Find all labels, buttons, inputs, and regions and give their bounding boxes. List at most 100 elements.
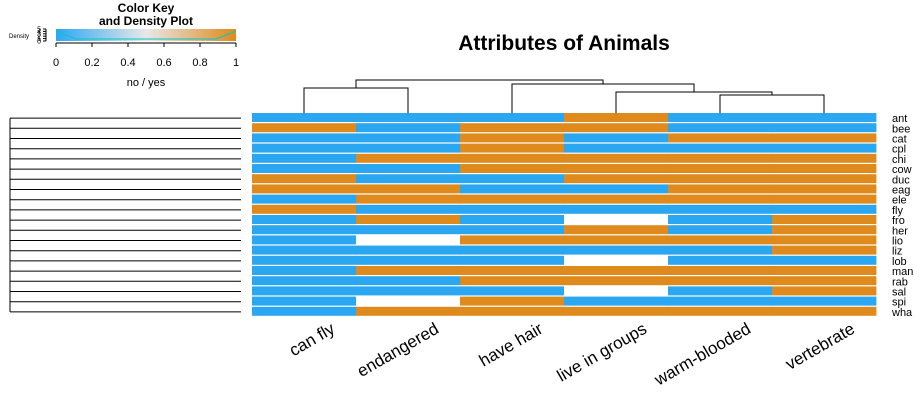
- row-label-cat: cat: [892, 134, 907, 146]
- heatmap-cell-duc-2: [356, 174, 461, 184]
- heatmap-cell-fro-5: [668, 215, 773, 224]
- heatmap-cell-lio-2: [356, 235, 461, 245]
- column-label-2: endangered: [354, 319, 442, 381]
- heatmap-cell-liz-5: [668, 245, 773, 255]
- heatmap-cell-spi-1: [252, 296, 357, 306]
- heatmap-cell-eag-6: [772, 184, 877, 194]
- heatmap-cell-cow-3: [460, 164, 565, 173]
- row-label-lio: lio: [892, 236, 903, 248]
- heatmap-cell-rab-4: [564, 276, 669, 286]
- color-key-tick-label-0: 0: [53, 57, 59, 69]
- color-key-tick-label-4: 0.8: [192, 57, 207, 69]
- density-tick-label-4: 1: [37, 36, 41, 43]
- heatmap-cell-lio-4: [564, 235, 669, 245]
- color-key-bar: [56, 29, 236, 41]
- heatmap-cell-fro-6: [772, 215, 877, 224]
- row-label-fro: fro: [892, 215, 905, 227]
- heatmap-cell-lob-6: [772, 255, 877, 265]
- column-dendrogram-branch-2: [719, 94, 825, 113]
- heatmap-cell-her-1: [252, 225, 357, 235]
- density-tick-label-0: 5: [37, 27, 41, 34]
- color-key-tick-label-5: 1: [233, 57, 239, 69]
- row-label-her: her: [892, 225, 908, 237]
- heatmap-cell-cpl-4: [564, 143, 669, 153]
- heatmap-cell-fly-3: [460, 204, 565, 214]
- heatmap-cell-sal-3: [460, 286, 565, 296]
- color-key-subtitle: and Density Plot: [99, 14, 193, 28]
- heatmap-cell-bee-6: [772, 123, 877, 133]
- heatmap-cell-duc-4: [564, 174, 669, 184]
- heatmap-cell-lio-1: [252, 235, 357, 245]
- heatmap-cell-sal-1: [252, 286, 357, 296]
- column-dendrogram-branch-1: [303, 87, 409, 113]
- column-dendrogram-branch-5: [355, 79, 604, 88]
- heatmap-cell-man-4: [564, 266, 669, 275]
- heatmap-cell-sal-2: [356, 286, 461, 296]
- column-label-6: vertebrate: [782, 319, 858, 374]
- heatmap-cell-chi-4: [564, 153, 669, 163]
- heatmap-cell-ant-4: [564, 113, 669, 122]
- heatmap-cell-fly-1: [252, 204, 357, 214]
- row-label-lob: lob: [892, 256, 907, 268]
- heatmap-cell-duc-5: [668, 174, 773, 184]
- column-label-5: warm-blooded: [650, 319, 754, 390]
- heatmap-cell-fly-2: [356, 204, 461, 214]
- heatmap-cell-ele-6: [772, 194, 877, 204]
- row-label-eag: eag: [892, 185, 910, 197]
- row-label-man: man: [892, 266, 913, 278]
- heatmap-cell-cow-6: [772, 164, 877, 173]
- heatmap-cell-man-2: [356, 266, 461, 275]
- heatmap-cell-chi-5: [668, 153, 773, 163]
- density-tick-label-1: 4: [37, 29, 41, 36]
- heatmap-cell-ele-4: [564, 194, 669, 204]
- heatmap-cell-chi-6: [772, 153, 877, 163]
- row-label-bee: bee: [892, 123, 910, 135]
- heatmap-cell-spi-6: [772, 296, 877, 306]
- column-labels: can fly endangered have hair live in groups…: [286, 319, 858, 390]
- heatmap-cell-rab-6: [772, 276, 877, 286]
- heatmap-cell-rab-1: [252, 276, 357, 286]
- density-tick-label-5: 0: [37, 39, 41, 46]
- heatmap-cell-wha-4: [564, 306, 669, 316]
- color-key-tick-label-3: 0.6: [156, 57, 171, 69]
- row-label-ele: ele: [892, 195, 907, 207]
- heatmap-cell-duc-1: [252, 174, 357, 184]
- heatmap-cell-cat-3: [460, 133, 565, 143]
- heatmap-cell-ant-3: [460, 113, 565, 122]
- heatmap-cell-cow-1: [252, 164, 357, 173]
- heatmap-cell-man-1: [252, 266, 357, 275]
- heatmap-cell-eag-4: [564, 184, 669, 194]
- heatmap-cell-cpl-2: [356, 143, 461, 153]
- heatmap-cell-ant-1: [252, 113, 357, 122]
- heatmap-cell-fro-1: [252, 215, 357, 224]
- heatmap-cell-ele-2: [356, 194, 461, 204]
- heatmap-cell-lob-2: [356, 255, 461, 265]
- heatmap-cell-cow-5: [668, 164, 773, 173]
- heatmap-cell-sal-5: [668, 286, 773, 296]
- column-label-3: have hair: [476, 319, 546, 371]
- heatmap-cell-lob-4: [564, 255, 669, 265]
- density-axis-label: Density: [9, 34, 29, 40]
- heatmap-cell-her-4: [564, 225, 669, 235]
- heatmap-cell-chi-3: [460, 153, 565, 163]
- heatmap-cell-fro-2: [356, 215, 461, 224]
- row-label-liz: liz: [892, 246, 902, 258]
- heatmap-cell-spi-2: [356, 296, 461, 306]
- column-label-1: can fly: [286, 319, 338, 360]
- heatmap-cell-lob-3: [460, 255, 565, 265]
- heatmap-cell-spi-3: [460, 296, 565, 306]
- heatmap-cell-man-3: [460, 266, 565, 275]
- heatmap-cell-wha-5: [668, 306, 773, 316]
- row-label-sal: sal: [892, 287, 906, 299]
- column-dendrogram-branch-4: [511, 83, 695, 113]
- row-labels: antbeecatcplchicowduceageleflyfroherliol…: [891, 113, 913, 319]
- heatmap-cell-eag-1: [252, 184, 357, 194]
- heatmap-cell-eag-2: [356, 184, 461, 194]
- heatmap-cell-ant-6: [772, 113, 877, 122]
- column-dendrogram: [303, 79, 825, 113]
- heatmap-cell-cow-4: [564, 164, 669, 173]
- heatmap-cell-liz-1: [252, 245, 357, 255]
- color-key-axis: 0 0.2 0.4 0.6 0.8 1: [53, 42, 239, 69]
- density-curve: [55, 30, 237, 40]
